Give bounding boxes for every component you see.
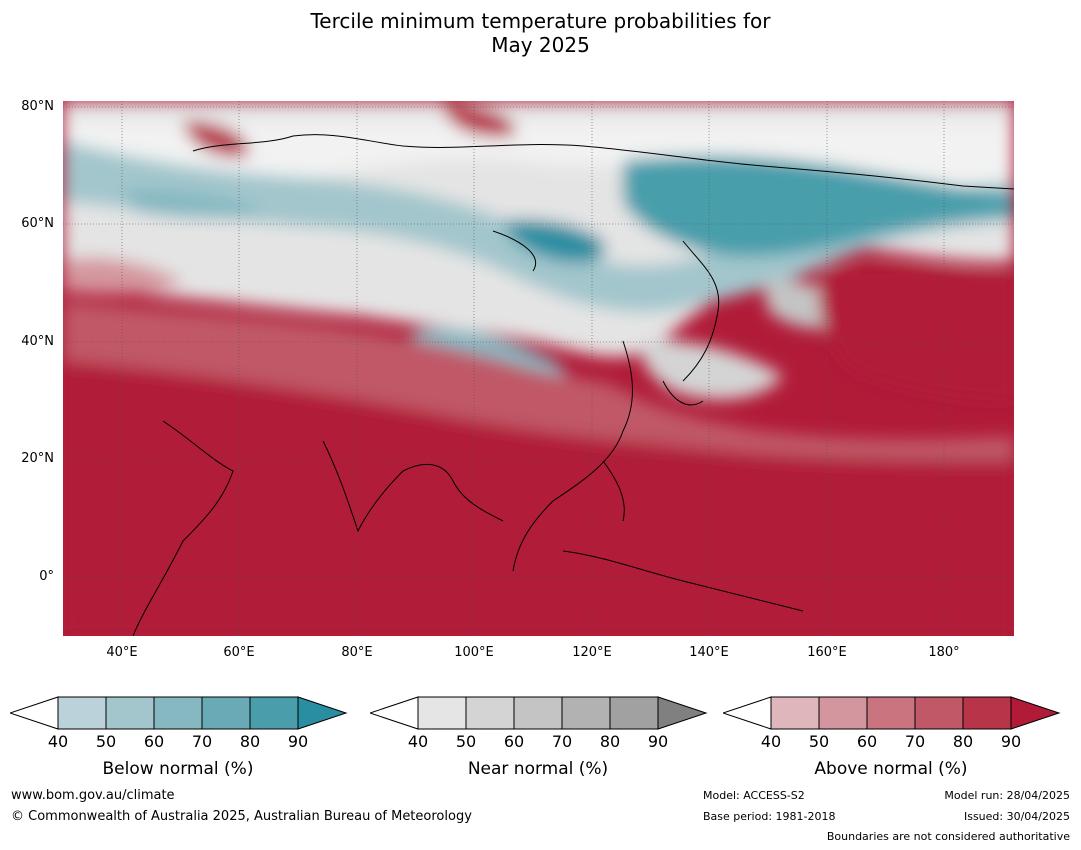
- lat-label-20n: 20°N: [21, 451, 54, 466]
- colorbar-tick: 70: [191, 732, 213, 751]
- colorbar-above-normal-high-arrow: [1010, 696, 1061, 730]
- probability-map: [63, 101, 1015, 637]
- colorbar-near-normal-high-arrow: [657, 696, 708, 730]
- lat-label-80n: 80°N: [21, 99, 54, 114]
- colorbar-below-normal-40-50: [57, 696, 107, 730]
- lat-label-0: 0°: [39, 569, 54, 584]
- colorbar-above-normal-low-arrow: [723, 696, 772, 730]
- lon-label-160e: 160°E: [807, 645, 847, 660]
- copyright-text: © Commonwealth of Australia 2025, Austra…: [11, 809, 472, 824]
- lat-label-60n: 60°N: [21, 216, 54, 231]
- lon-label-120e: 120°E: [572, 645, 612, 660]
- colorbar-below-normal-low-arrow: [10, 696, 59, 730]
- colorbar-near-normal-40-50: [417, 696, 467, 730]
- colorbar-below-normal-50-60: [105, 696, 155, 730]
- colorbar-tick: 70: [904, 732, 926, 751]
- colorbar-above-normal-40-50: [770, 696, 820, 730]
- colorbar-below-normal-70-80: [201, 696, 251, 730]
- lon-label-140e: 140°E: [689, 645, 729, 660]
- colorbar-tick: 90: [647, 732, 669, 751]
- lon-label-80e: 80°E: [341, 645, 373, 660]
- colorbar-tick: 70: [551, 732, 573, 751]
- colorbar-tick: 50: [455, 732, 477, 751]
- colorbar-near-normal-60-70: [513, 696, 563, 730]
- map-title-line1: Tercile minimum temperature probabilitie…: [310, 9, 771, 33]
- lon-label-100e: 100°E: [454, 645, 494, 660]
- colorbar-below-normal: [10, 696, 348, 730]
- colorbar-above-normal-60-70: [866, 696, 916, 730]
- model-text: Model: ACCESS-S2: [703, 789, 805, 802]
- map-title-line2: May 2025: [491, 33, 590, 57]
- map-canvas: [63, 101, 1015, 637]
- colorbar-tick: 90: [287, 732, 309, 751]
- colorbar-tick: 80: [239, 732, 261, 751]
- colorbar-tick: 60: [503, 732, 525, 751]
- colorbar-near-normal-low-arrow: [370, 696, 419, 730]
- colorbar-near-normal: [370, 696, 708, 730]
- probability-field: [63, 101, 1014, 636]
- colorbar-below-normal-60-70: [153, 696, 203, 730]
- issued-text: Issued: 30/04/2025: [963, 810, 1070, 823]
- colorbar-tick: 40: [760, 732, 782, 751]
- colorbar-above-normal-80-90: [962, 696, 1012, 730]
- colorbar-tick: 80: [952, 732, 974, 751]
- lat-label-40n: 40°N: [21, 334, 54, 349]
- colorbar-tick: 50: [95, 732, 117, 751]
- lon-label-60e: 60°E: [223, 645, 255, 660]
- graticule-lat: [63, 106, 1014, 578]
- graticule-lon: [121, 101, 945, 636]
- colorbar-title-near-normal: Near normal (%): [467, 759, 609, 779]
- colorbar-title-above-normal: Above normal (%): [814, 759, 968, 779]
- colorbar-title-below-normal: Below normal (%): [102, 759, 254, 779]
- model-run-text: Model run: 28/04/2025: [944, 789, 1070, 802]
- colorbar-tick: 40: [407, 732, 429, 751]
- colorbar-above-normal-70-80: [914, 696, 964, 730]
- lon-label-180: 180°: [928, 645, 960, 660]
- colorbar-above-normal: [723, 696, 1061, 730]
- colorbar-below-normal-80-90: [249, 696, 299, 730]
- website-text: www.bom.gov.au/climate: [11, 788, 175, 803]
- colorbar-tick: 80: [599, 732, 621, 751]
- lon-label-40e: 40°E: [106, 645, 138, 660]
- base-period-text: Base period: 1981-2018: [703, 810, 836, 823]
- colorbar-tick: 60: [143, 732, 165, 751]
- colorbar-tick: 90: [1000, 732, 1022, 751]
- colorbar-below-normal-high-arrow: [297, 696, 348, 730]
- coastlines: [132, 134, 1015, 637]
- colorbar-tick: 50: [808, 732, 830, 751]
- colorbar-near-normal-80-90: [609, 696, 659, 730]
- colorbar-above-normal-50-60: [818, 696, 868, 730]
- colorbar-tick: 60: [856, 732, 878, 751]
- disclaimer-text: Boundaries are not considered authoritat…: [826, 830, 1070, 843]
- colorbar-near-normal-70-80: [561, 696, 611, 730]
- colorbar-near-normal-50-60: [465, 696, 515, 730]
- colorbar-tick: 40: [47, 732, 69, 751]
